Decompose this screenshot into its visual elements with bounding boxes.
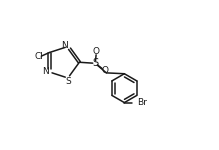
Text: O: O (101, 66, 108, 75)
Text: S: S (65, 77, 71, 86)
Text: S: S (92, 58, 98, 68)
Text: O: O (93, 47, 100, 56)
Text: Cl: Cl (34, 52, 43, 61)
Text: N: N (61, 41, 68, 50)
Text: Br: Br (138, 98, 147, 107)
Text: N: N (42, 68, 49, 76)
